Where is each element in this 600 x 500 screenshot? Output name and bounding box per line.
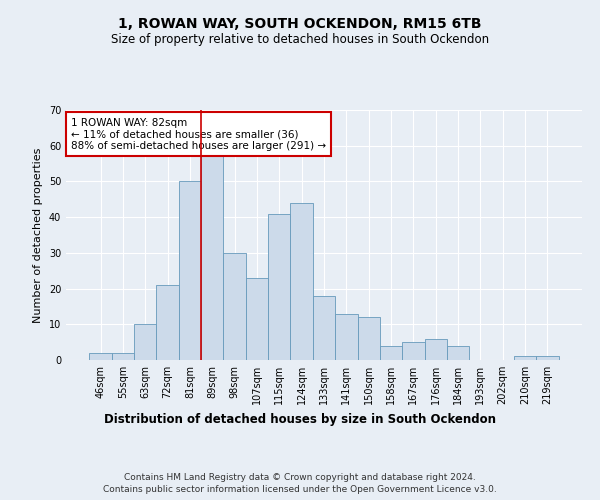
Text: Contains HM Land Registry data © Crown copyright and database right 2024.: Contains HM Land Registry data © Crown c… — [124, 472, 476, 482]
Text: Distribution of detached houses by size in South Ockendon: Distribution of detached houses by size … — [104, 412, 496, 426]
Bar — [380, 346, 402, 360]
Text: Size of property relative to detached houses in South Ockendon: Size of property relative to detached ho… — [111, 32, 489, 46]
Bar — [223, 253, 246, 360]
Y-axis label: Number of detached properties: Number of detached properties — [33, 148, 43, 322]
Bar — [157, 285, 179, 360]
Text: Contains public sector information licensed under the Open Government Licence v3: Contains public sector information licen… — [103, 485, 497, 494]
Text: 1 ROWAN WAY: 82sqm
← 11% of detached houses are smaller (36)
88% of semi-detache: 1 ROWAN WAY: 82sqm ← 11% of detached hou… — [71, 118, 326, 150]
Bar — [313, 296, 335, 360]
Bar — [246, 278, 268, 360]
Text: 1, ROWAN WAY, SOUTH OCKENDON, RM15 6TB: 1, ROWAN WAY, SOUTH OCKENDON, RM15 6TB — [118, 18, 482, 32]
Bar — [514, 356, 536, 360]
Bar — [179, 182, 201, 360]
Bar — [112, 353, 134, 360]
Bar — [201, 153, 223, 360]
Bar — [447, 346, 469, 360]
Bar — [89, 353, 112, 360]
Bar — [335, 314, 358, 360]
Bar — [134, 324, 157, 360]
Bar — [268, 214, 290, 360]
Bar — [425, 338, 447, 360]
Bar — [536, 356, 559, 360]
Bar — [290, 203, 313, 360]
Bar — [402, 342, 425, 360]
Bar — [358, 317, 380, 360]
